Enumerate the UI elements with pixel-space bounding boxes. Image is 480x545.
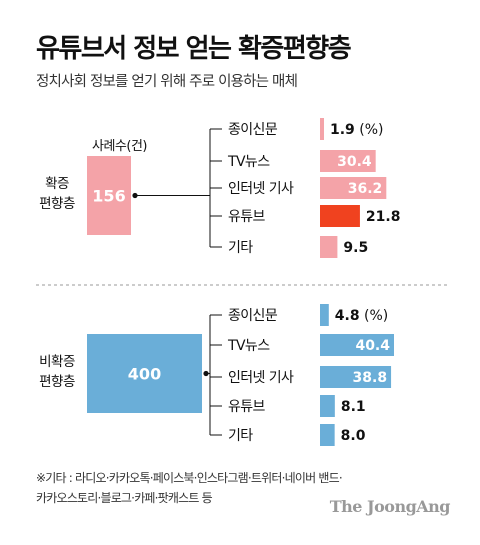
- group-2-data-label: 4.8 (%): [335, 308, 389, 324]
- group-2-bar: [320, 366, 392, 388]
- group-1-data-label: 36.2: [348, 181, 383, 197]
- chart-subtitle: 정치사회 정보를 얻기 위해 주로 이용하는 매체: [36, 74, 298, 90]
- count-header: 사례수(건): [92, 139, 147, 154]
- group-2-category-label: 종이신문: [228, 308, 278, 324]
- group-1-bar: [320, 236, 338, 258]
- group-1-category-label: 기타: [228, 240, 253, 256]
- group-2-data-label: 40.4: [355, 338, 390, 354]
- group-2-category-label: 인터넷 기사: [228, 370, 294, 386]
- group-1-data-label: 21.8: [366, 209, 401, 225]
- group-1-label-line-1: 확증: [45, 176, 69, 192]
- group-2-bar: [320, 304, 329, 326]
- group-1-count-value: 156: [92, 187, 125, 206]
- footnote: ※기타 : 라디오·카카오톡·페이스북·인스타그램·트위터·네이버 밴드· 카카…: [36, 468, 343, 508]
- group-2-bar: [320, 395, 335, 417]
- footnote-line-1: ※기타 : 라디오·카카오톡·페이스북·인스타그램·트위터·네이버 밴드·: [36, 471, 343, 485]
- group-2-unit-label: (%): [360, 308, 389, 324]
- group-2-bar: [320, 334, 394, 356]
- group-1-data-label: 30.4: [337, 154, 372, 170]
- group-1-category-label: TV뉴스: [227, 154, 270, 170]
- brand-logo: The JoongAng: [329, 497, 451, 516]
- group-1-unit-label: (%): [355, 122, 384, 138]
- group-2-data-label: 8.1: [341, 399, 366, 415]
- group-1-bar: [320, 150, 376, 172]
- group-1-data-label: 1.9 (%): [330, 122, 384, 138]
- footnote-line-2: 카카오스토리·블로그·카페·팟캐스트 등: [36, 491, 213, 505]
- group-1-category-label: 종이신문: [228, 122, 278, 138]
- group-1-category-label: 인터넷 기사: [228, 181, 294, 197]
- group-2-data-label: 38.8: [353, 370, 388, 386]
- group-2-data-label: 8.0: [341, 428, 366, 444]
- group-1-bar: [320, 118, 324, 140]
- group-2-category-label: 유튜브: [228, 399, 266, 415]
- group-2-count-value: 400: [128, 365, 161, 384]
- group-2-category-label: TV뉴스: [227, 338, 270, 354]
- group-2-bar: [320, 424, 335, 446]
- group-1-label-line-2: 편향층: [39, 196, 75, 212]
- group-1-category-label: 유튜브: [228, 209, 266, 225]
- group-1-count-box: [87, 156, 131, 235]
- group-2-label-line-2: 편향층: [39, 374, 75, 390]
- chart-title: 유튜브서 정보 얻는 확증편향층: [36, 34, 352, 64]
- group-2-label-line-1: 비확증: [39, 354, 75, 370]
- group-2-count-box: [87, 334, 202, 413]
- group-1-data-label: 9.5: [343, 240, 368, 256]
- group-1-bar: [320, 205, 360, 227]
- group-2-category-label: 기타: [228, 428, 253, 444]
- group-1-bar: [320, 177, 387, 199]
